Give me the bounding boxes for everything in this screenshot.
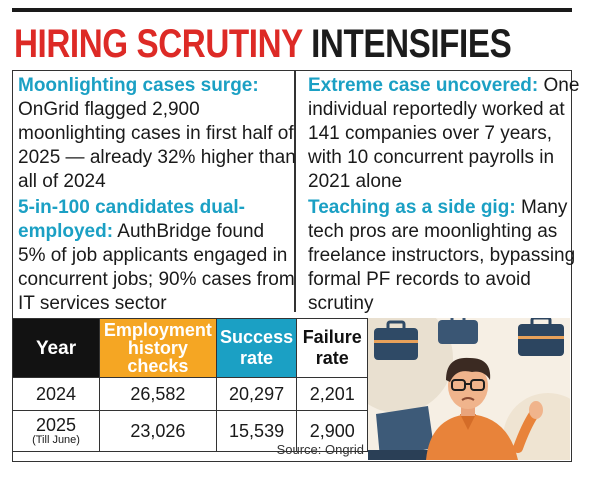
column-divider: [294, 70, 296, 312]
header-employment-checks: Employment history checks: [99, 318, 217, 378]
block-body: One individual reportedly worked at 141 …: [308, 75, 580, 192]
table-row: 2024 26,582 20,297 2,201: [11, 377, 368, 411]
table-row: 2025 (Till June) 23,026 15,539 2,900: [11, 410, 368, 452]
man-mouth: [461, 397, 475, 401]
cell-year: 2025 (Till June): [11, 410, 101, 452]
block-dual-employed: 5-in-100 candidates dual-employed: AuthB…: [18, 196, 296, 316]
source-credit: Source: Ongrid: [276, 442, 364, 457]
block-body: Many tech pros are moonlighting as freel…: [308, 197, 576, 314]
year-label: 2024: [36, 384, 77, 404]
briefcase-icon: [438, 318, 478, 344]
briefcase-icon: [518, 318, 564, 356]
block-heading: Extreme case uncovered:: [308, 75, 539, 96]
block-extreme-case: Extreme case uncovered: One individual r…: [308, 74, 586, 194]
cell-employment: 26,582: [99, 377, 217, 411]
year-label: 2025: [36, 415, 77, 435]
year-note: (Till June): [32, 434, 80, 446]
glasses-icon: [451, 379, 485, 391]
top-rule: [12, 8, 572, 12]
block-teaching-side-gig: Teaching as a side gig: Many tech pros a…: [308, 196, 586, 316]
cell-failure: 2,900: [296, 410, 368, 452]
headline: HIRING SCRUTINY INTENSIFIES: [14, 20, 512, 68]
block-heading: Teaching as a side gig:: [308, 197, 516, 218]
worried-man-with-briefcases-illustration: [368, 318, 570, 460]
table-header-row: Year Employment history checks Success r…: [11, 318, 368, 378]
man-hand: [529, 401, 543, 419]
laptop-icon: [368, 406, 448, 460]
header-failure-rate: Failure rate: [296, 318, 368, 378]
headline-dark: INTENSIFIES: [311, 22, 512, 66]
cell-year: 2024: [11, 377, 101, 411]
cell-failure: 2,201: [296, 377, 368, 411]
header-year: Year: [11, 318, 101, 378]
block-body: OnGrid flagged 2,900 moonlighting cases …: [18, 99, 296, 192]
block-moonlighting-surge: Moonlighting cases surge: OnGrid flagged…: [18, 74, 296, 194]
block-heading: 5-in-100 candidates dual-employed:: [18, 197, 246, 242]
illustration-svg: [368, 318, 570, 460]
cell-employment: 23,026: [99, 410, 217, 452]
cell-success: 20,297: [215, 377, 298, 411]
hiring-stats-table: Year Employment history checks Success r…: [11, 318, 368, 452]
man-face: [448, 363, 488, 409]
header-success-rate: Success rate: [215, 318, 298, 378]
man-collar: [460, 414, 476, 430]
headline-red: HIRING SCRUTINY: [14, 22, 303, 66]
man-hair: [446, 357, 491, 382]
briefcase-icon: [374, 320, 418, 360]
block-heading: Moonlighting cases surge:: [18, 75, 259, 96]
cell-success: 15,539: [215, 410, 298, 452]
man-torso: [426, 414, 518, 460]
block-body: AuthBridge found 5% of job applicants en…: [18, 221, 295, 314]
